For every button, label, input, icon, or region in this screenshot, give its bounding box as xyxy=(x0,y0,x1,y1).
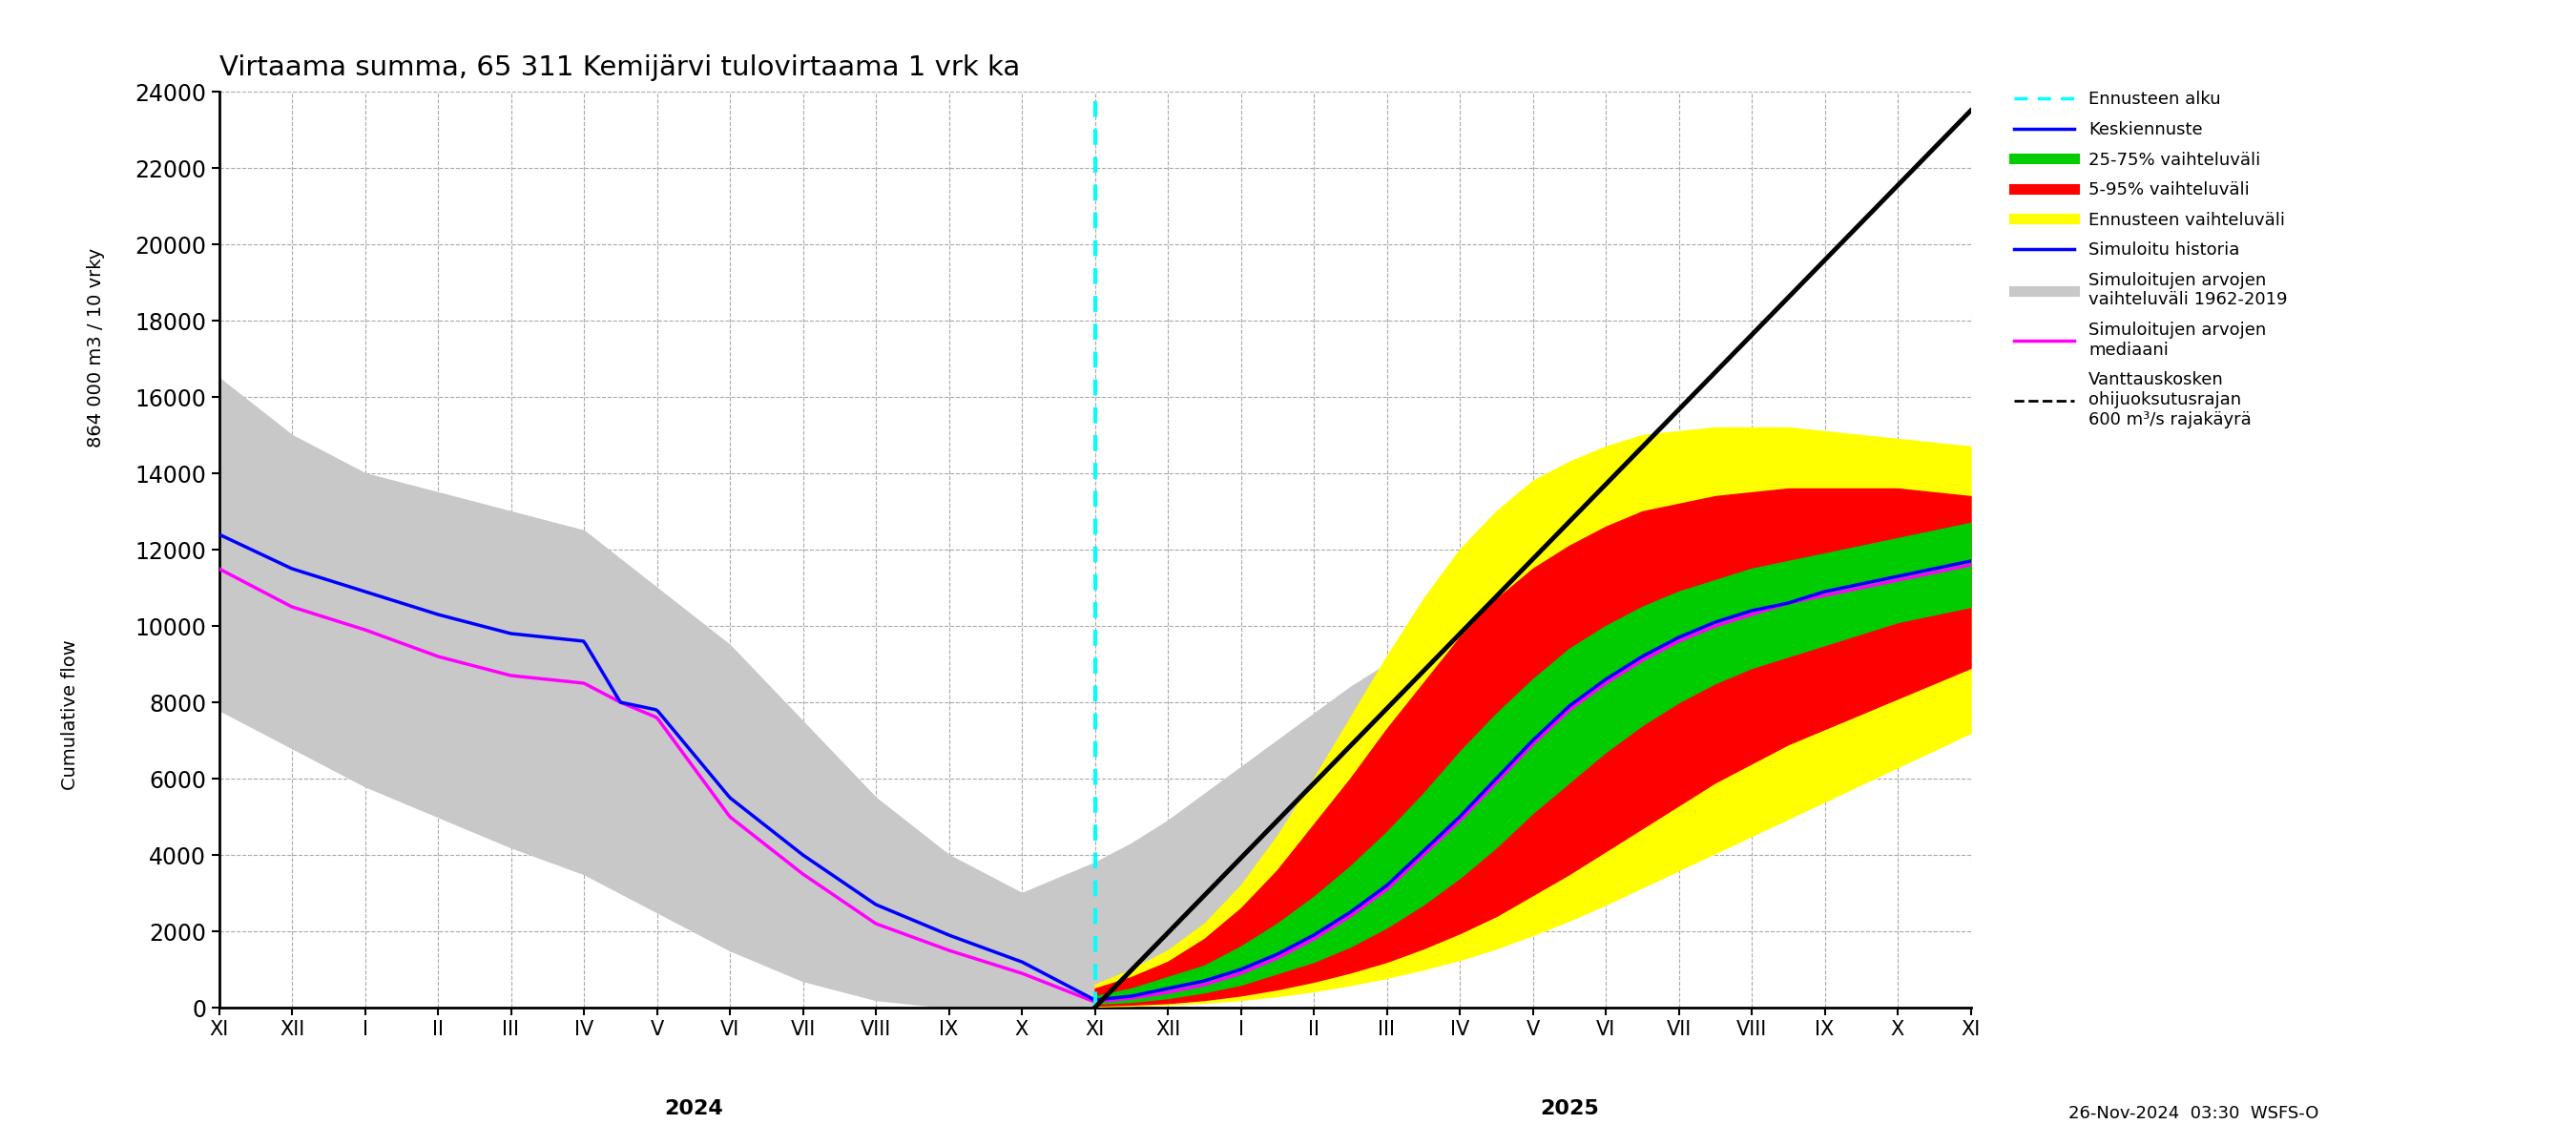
Text: 2025: 2025 xyxy=(1540,1099,1600,1119)
Text: Cumulative flow: Cumulative flow xyxy=(62,639,80,790)
Text: 26-Nov-2024  03:30  WSFS-O: 26-Nov-2024 03:30 WSFS-O xyxy=(2069,1105,2318,1122)
Text: 2024: 2024 xyxy=(665,1099,724,1119)
Legend: Ennusteen alku, Keskiennuste, 25-75% vaihteluväli, 5-95% vaihteluväli, Ennusteen: Ennusteen alku, Keskiennuste, 25-75% vai… xyxy=(2014,92,2287,428)
Text: Virtaama summa, 65 311 Kemijärvi tulovirtaama 1 vrk ka: Virtaama summa, 65 311 Kemijärvi tulovir… xyxy=(219,55,1020,81)
Text: 864 000 m3 / 10 vrky: 864 000 m3 / 10 vrky xyxy=(88,248,106,448)
